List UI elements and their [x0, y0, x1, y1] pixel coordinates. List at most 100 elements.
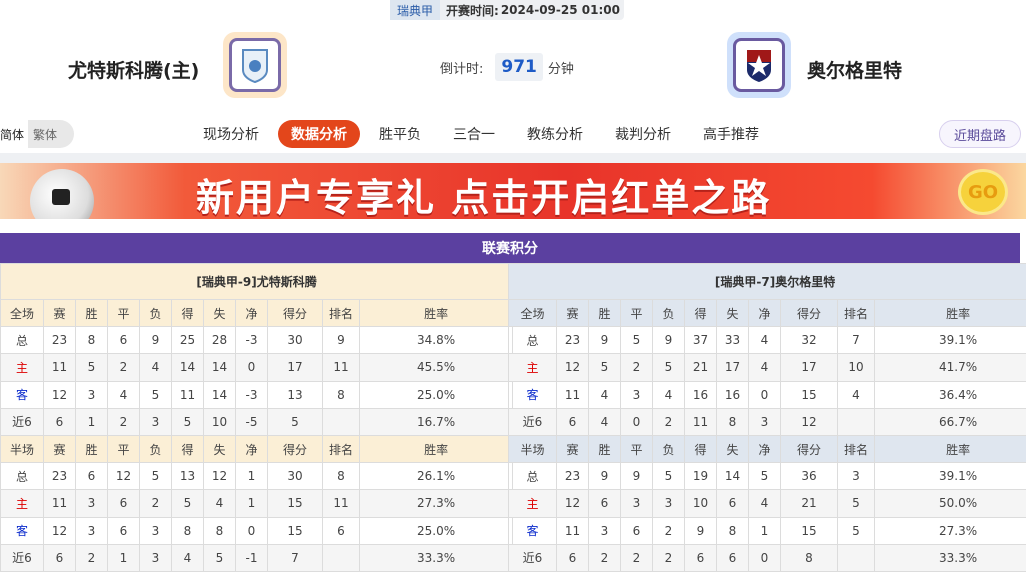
- column-header: 得: [171, 298, 204, 328]
- column-header: 得: [684, 434, 717, 464]
- column-header: 平: [107, 298, 140, 328]
- cell: 0: [235, 353, 268, 382]
- cell: 17: [780, 353, 838, 382]
- row-label: 总: [0, 326, 44, 355]
- cell: 12: [780, 407, 838, 436]
- cell: 10: [837, 353, 875, 382]
- cell: 2: [620, 353, 653, 382]
- column-header: 全场: [0, 298, 44, 328]
- column-header: 胜率: [873, 434, 1026, 464]
- cell: 5: [652, 353, 685, 382]
- cell: 3: [139, 516, 172, 545]
- cell: 9: [588, 462, 621, 491]
- table-row: 总 23 6 12 5 13 12 1 30 8 26.1%: [0, 462, 514, 491]
- column-header: 净: [235, 434, 268, 464]
- nav-tab[interactable]: 现场分析: [203, 127, 259, 143]
- cell: 28: [203, 326, 236, 355]
- cell: 4: [588, 407, 621, 436]
- table-row: 近6 6 2 1 3 4 5 -1 7 33.3%: [0, 543, 514, 572]
- table-row: 客 11 4 3 4 16 16 0 15 4 36.4%: [508, 380, 1026, 409]
- cell: 15: [267, 489, 323, 518]
- cell: 19: [684, 462, 717, 491]
- cell: 4: [171, 543, 204, 572]
- nav-tab[interactable]: 教练分析: [527, 127, 583, 143]
- cell: 41.7%: [873, 353, 1026, 382]
- cell: 10: [684, 489, 717, 518]
- cell: 5: [620, 326, 653, 355]
- column-header: 得分: [267, 298, 323, 328]
- cell: 11: [43, 489, 76, 518]
- kickoff-label: 开赛时间:: [446, 3, 499, 18]
- cell: 16.7%: [358, 407, 514, 436]
- home-standings-table: [瑞典甲-9]尤特斯科腾 全场赛胜平负得失净得分 排名 胜率总 23 8 6 9 25 28 -3 3…: [0, 263, 514, 572]
- kickoff-time: 2024-09-25 01:00: [500, 3, 620, 17]
- countdown: 倒计时: 971 分钟: [440, 53, 574, 81]
- divider: [0, 153, 1026, 163]
- column-header: 赛: [43, 434, 76, 464]
- column-header: 得分: [780, 298, 838, 328]
- cell: 14: [203, 380, 236, 409]
- recent-trend-button[interactable]: 近期盘路: [938, 120, 1021, 148]
- promo-banner[interactable]: 新用户专享礼 点击开启红单之路 GO: [0, 163, 1026, 219]
- cell: 30: [267, 462, 323, 491]
- cell: 30: [267, 326, 323, 355]
- cell: 0: [748, 543, 781, 572]
- cell: 9: [684, 516, 717, 545]
- cell: 4: [748, 489, 781, 518]
- cell: 6: [684, 543, 717, 572]
- column-header: 全场: [508, 298, 557, 328]
- cell: 6: [620, 516, 653, 545]
- countdown-label: 倒计时:: [440, 61, 484, 77]
- cell: 5: [267, 407, 323, 436]
- cell: 0: [620, 407, 653, 436]
- cell: 6: [556, 543, 589, 572]
- row-label: 主: [0, 353, 44, 382]
- language-toggle: 简体 繁体: [0, 120, 74, 148]
- cell: 2: [652, 543, 685, 572]
- cell: 5: [837, 516, 875, 545]
- row-label: 近6: [508, 407, 557, 436]
- cell: 23: [556, 326, 589, 355]
- column-header: 平: [620, 434, 653, 464]
- cell: 32: [780, 326, 838, 355]
- column-header: 半场: [0, 434, 44, 464]
- league-tag[interactable]: 瑞典甲: [390, 0, 441, 20]
- column-header: 赛: [556, 434, 589, 464]
- lang-simplified[interactable]: 简体: [0, 120, 29, 148]
- column-header: 胜: [75, 298, 108, 328]
- cell: 25: [171, 326, 204, 355]
- column-header: 负: [139, 298, 172, 328]
- cell: 8: [716, 407, 749, 436]
- cell: 1: [107, 543, 140, 572]
- lang-traditional[interactable]: 繁体: [33, 127, 58, 142]
- cell: 6: [107, 489, 140, 518]
- nav-tab[interactable]: 高手推荐: [703, 127, 759, 143]
- nav-tab[interactable]: 胜平负: [379, 127, 421, 143]
- nav-tab[interactable]: 数据分析: [278, 120, 360, 148]
- cell: 12: [556, 353, 589, 382]
- cell: 66.7%: [873, 407, 1026, 436]
- column-header: 胜率: [873, 298, 1026, 328]
- cell: [837, 543, 875, 572]
- cell: 5: [75, 353, 108, 382]
- cell: [322, 407, 360, 436]
- column-header: 净: [235, 298, 268, 328]
- nav-tab[interactable]: 裁判分析: [615, 127, 671, 143]
- column-header: 失: [716, 298, 749, 328]
- table-row: 客 12 3 6 3 8 8 0 15 6 25.0%: [0, 516, 514, 545]
- cell: 8: [322, 380, 360, 409]
- nav-tab[interactable]: 三合一: [453, 127, 495, 143]
- cell: 27.3%: [873, 516, 1026, 545]
- go-button[interactable]: GO: [958, 169, 1008, 215]
- cell: 13: [267, 380, 323, 409]
- table-row: 总 23 9 5 9 37 33 4 32 7 39.1%: [508, 326, 1026, 355]
- column-header: 得: [171, 434, 204, 464]
- cell: 11: [171, 380, 204, 409]
- column-header: 失: [716, 434, 749, 464]
- row-label: 总: [508, 326, 557, 355]
- cell: 16: [684, 380, 717, 409]
- countdown-unit: 分钟: [547, 61, 574, 77]
- row-label: 客: [0, 380, 44, 409]
- cell: 3: [75, 516, 108, 545]
- column-header: 胜: [588, 298, 621, 328]
